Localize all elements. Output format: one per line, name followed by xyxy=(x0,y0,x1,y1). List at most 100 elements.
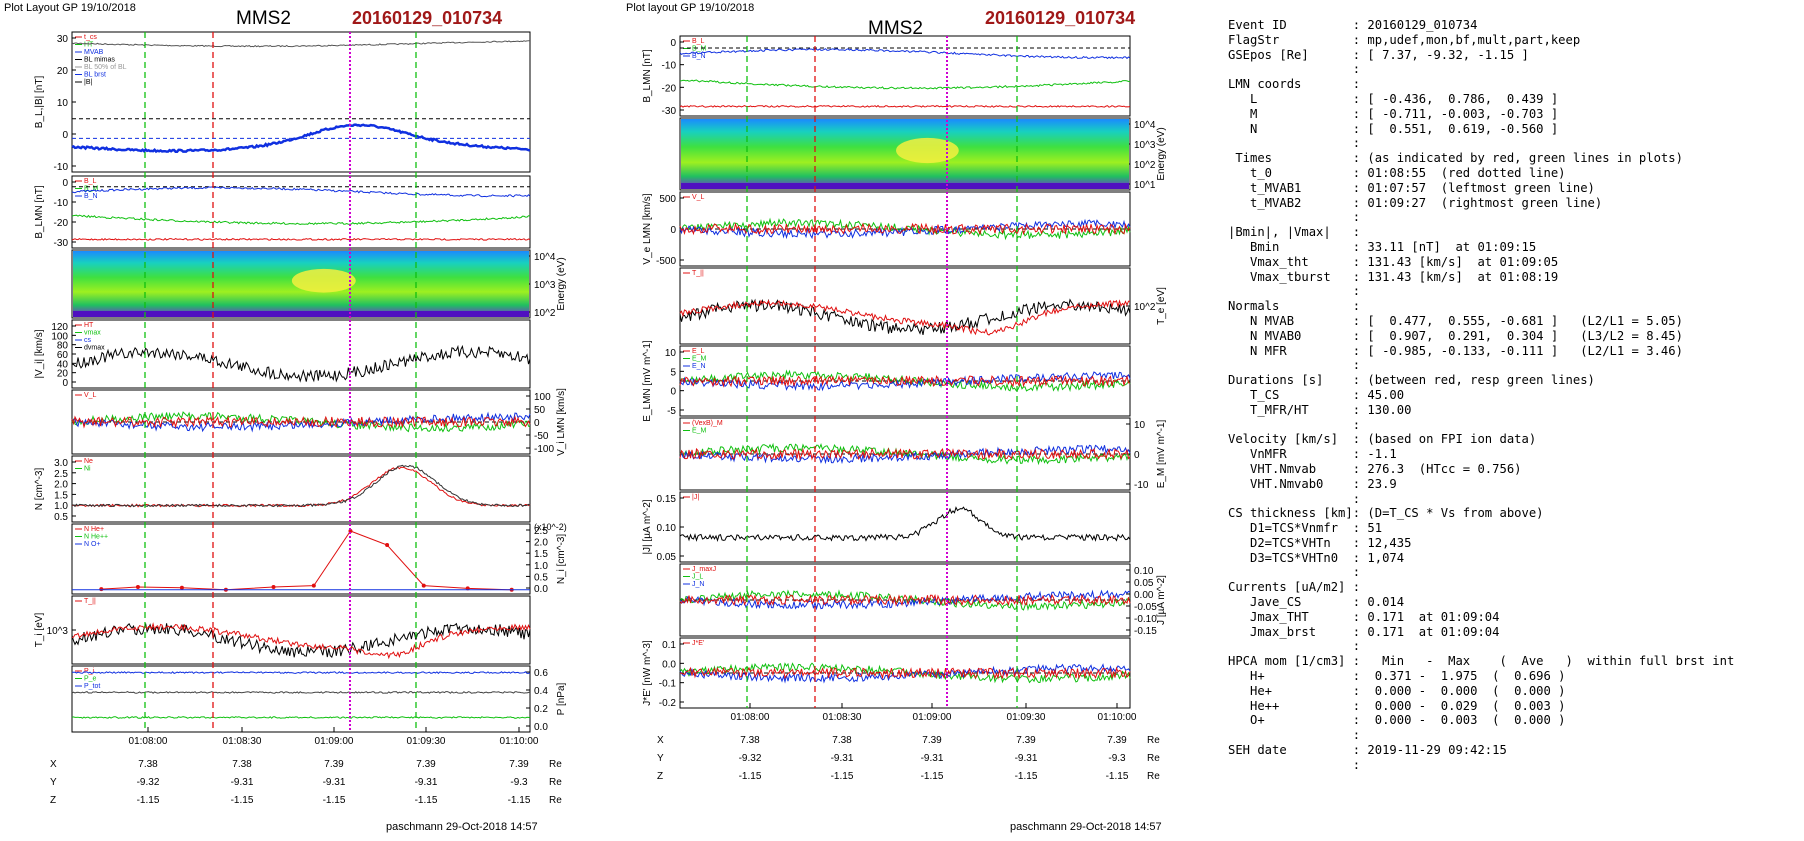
y-tick-label: 0.0 xyxy=(662,659,676,670)
summary-line: : xyxy=(1228,136,1361,151)
legend-entry: J_N xyxy=(692,581,704,588)
y-tick-label: 0 xyxy=(62,178,68,189)
left-spacecraft-title: MMS2 xyxy=(236,8,291,29)
comp-red xyxy=(679,666,1131,680)
orbit-label: X xyxy=(50,759,57,770)
legend-entry: J_maxJ xyxy=(692,566,716,573)
y-tick-label-right: 1.0 xyxy=(534,561,548,572)
orbit-unit: Re xyxy=(1147,771,1160,782)
panel-frame xyxy=(71,455,531,523)
legend-entry: E_M xyxy=(692,428,707,435)
orbit-value: -1.15 xyxy=(415,795,438,806)
middle-footer: paschmann 29-Oct-2018 14:57 xyxy=(1010,821,1162,833)
y-tick-label-right: -100 xyxy=(534,444,554,455)
comp-green xyxy=(680,369,1131,393)
y-tick-label-right: 0.0 xyxy=(534,722,548,733)
y-tick-label: -0.2 xyxy=(659,698,677,709)
summary-line: D3=TCS*VHTn0 : 1,074 xyxy=(1228,550,1405,565)
summary-line: HPCA mom [1/cm3] : Min - Max ( Ave ) wit… xyxy=(1228,654,1735,669)
legend-entry: BL 50% of BL xyxy=(84,64,127,71)
legend-entry: J_L xyxy=(692,574,703,581)
comp-red xyxy=(679,374,1131,388)
orbit-label: Z xyxy=(657,771,663,782)
y-tick-label: 40 xyxy=(57,359,69,370)
y-tick-label-right: 10^2 xyxy=(534,308,556,319)
y-tick-label: 10 xyxy=(57,98,69,109)
time-tick-label: 01:10:00 xyxy=(1098,712,1137,723)
legend-entry: t_cs xyxy=(84,34,97,41)
orbit-value: -9.31 xyxy=(831,753,854,764)
orbit-unit: Re xyxy=(549,795,562,806)
summary-line: N : [ 0.551, 0.619, -0.560 ] xyxy=(1228,121,1559,136)
y-tick-label-right: 0.4 xyxy=(534,686,548,697)
summary-line: : xyxy=(1228,358,1361,373)
legend-entry: T_|| xyxy=(692,270,704,277)
orbit-value: -1.15 xyxy=(739,771,762,782)
y-axis-label-right: V_i LMN [km/s] xyxy=(556,388,567,456)
orbit-value: 7.39 xyxy=(324,759,344,770)
legend-entry: |J| xyxy=(692,494,699,501)
y-tick-label-right: -0.15 xyxy=(1134,626,1157,637)
orbit-value: -1.15 xyxy=(1015,771,1038,782)
time-tick-label: 01:08:00 xyxy=(731,712,770,723)
y-axis-label: N [cm^-3] xyxy=(34,468,45,511)
summary-line: M : [ -0.711, -0.003, -0.703 ] xyxy=(1228,106,1559,121)
bm-trace xyxy=(679,79,1131,90)
y-tick-label: -10 xyxy=(54,198,69,209)
orbit-value: -1.15 xyxy=(323,795,346,806)
orbit-unit: Re xyxy=(549,777,562,788)
y-axis-label-right: Energy (eV) xyxy=(1156,127,1167,180)
summary-line: VHT.Nmvab0 : 23.9 xyxy=(1228,476,1397,491)
ptot-trace xyxy=(72,671,531,675)
y-tick-label: 0.1 xyxy=(662,640,676,651)
ni-trace xyxy=(71,464,531,508)
y-tick-label: 80 xyxy=(57,341,69,352)
y-tick-label-right: 1.5 xyxy=(534,549,548,560)
legend-entry: E_M xyxy=(692,356,707,363)
y-axis-label-right: T_e [eV] xyxy=(1156,287,1167,325)
pi-trace xyxy=(71,716,531,719)
summary-line: : xyxy=(1228,639,1361,654)
legend-entry: Ni xyxy=(84,466,91,473)
summary-line: VHT.Nmvab : 276.3 (HTcc = 0.756) xyxy=(1228,461,1522,476)
bl-trace xyxy=(71,186,531,198)
summary-line: Jave_CS : 0.014 xyxy=(1228,595,1405,610)
y-tick-label-right: 2.5 xyxy=(534,526,548,537)
y-tick-label: 60 xyxy=(57,350,69,361)
y-tick-label-right: 10^3 xyxy=(534,280,556,291)
comp-red xyxy=(679,593,1131,607)
orbit-value: -9.31 xyxy=(1015,753,1038,764)
comp-blue xyxy=(679,589,1131,611)
y-tick-label-right: 2.0 xyxy=(534,538,548,549)
y-tick-label: -20 xyxy=(662,83,677,94)
bn-trace xyxy=(71,237,531,241)
panel-frame xyxy=(71,595,531,665)
y-axis-label-right: N_i [cm^-3] xyxy=(556,534,567,584)
y-tick-label: 2.5 xyxy=(54,469,68,480)
magnitude-trace xyxy=(71,344,531,383)
orbit-value: 7.39 xyxy=(416,759,436,770)
orbit-label: Y xyxy=(50,777,57,788)
y-tick-label: -0.1 xyxy=(659,679,677,690)
orbit-label: X xyxy=(657,735,664,746)
y-tick-label-right: 0 xyxy=(534,418,540,429)
y-tick-label-right: 10^2 xyxy=(1134,302,1156,313)
spectrogram-hot-spot xyxy=(896,137,959,164)
scale-note: (x10^-2) xyxy=(534,522,567,532)
y-tick-label: 120 xyxy=(51,322,68,333)
summary-line: H+ : 0.371 - 1.975 ( 0.696 ) xyxy=(1228,669,1566,684)
spectrogram-hot-spot xyxy=(291,268,356,293)
summary-line: CS thickness [km]: (D=T_CS * Vs from abo… xyxy=(1228,506,1544,521)
y-axis-label-right: J [µA m^-2] xyxy=(1156,575,1167,625)
y-tick-label: 30 xyxy=(57,34,69,45)
y-tick-label: 10^3 xyxy=(47,626,69,637)
summary-line: Vmax_tht : 131.43 [km/s] at 01:09:05 xyxy=(1228,254,1559,269)
orbit-unit: Re xyxy=(1147,735,1160,746)
summary-line: Bmin : 33.11 [nT] at 01:09:15 xyxy=(1228,239,1537,254)
legend-entry: BL mimas xyxy=(84,57,115,64)
legend-entry: vmax xyxy=(84,330,101,337)
y-tick-label-right: 100 xyxy=(534,392,551,403)
y-axis-label-right: Energy (eV) xyxy=(556,257,567,310)
y-tick-label-right: -0.05 xyxy=(1134,602,1157,613)
y-tick-label: 0 xyxy=(670,38,676,49)
